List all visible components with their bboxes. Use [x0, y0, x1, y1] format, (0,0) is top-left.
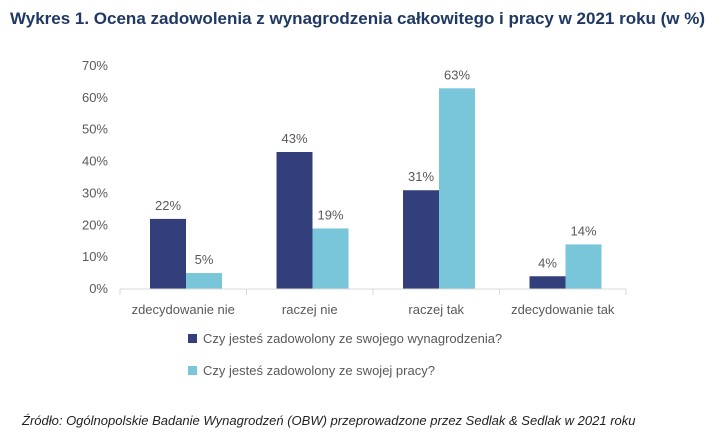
bar-salary-3: [529, 276, 566, 289]
y-tick-label: 50%: [82, 122, 108, 137]
x-category-label: raczej nie: [282, 302, 338, 317]
x-category-label: zdecydowanie nie: [132, 302, 235, 317]
data-label: 14%: [570, 223, 596, 238]
source-note: Źródło: Ogólnopolskie Badanie Wynagrodze…: [22, 413, 636, 428]
data-label: 63%: [444, 67, 470, 82]
bar-salary-0: [150, 218, 186, 289]
bar-job-3: [565, 244, 602, 289]
data-label: 22%: [155, 198, 181, 213]
chart-title: Wykres 1. Ocena zadowolenia z wynagrodze…: [10, 9, 706, 28]
bar-salary-2: [403, 190, 439, 289]
bars-group: 22% 5% 43% 19% 31% 63% 4% 14%: [150, 67, 602, 289]
y-tick-label: 10%: [82, 249, 108, 264]
data-label: 43%: [281, 131, 307, 146]
y-tick-label: 40%: [82, 154, 108, 169]
legend-swatch-job: [188, 366, 197, 375]
y-tick-label: 70%: [82, 58, 108, 73]
y-axis: 0% 10% 20% 30% 40% 50% 60% 70%: [82, 58, 108, 296]
data-label: 31%: [408, 169, 434, 184]
y-tick-label: 30%: [82, 185, 108, 200]
legend-item-job: Czy jesteś zadowolony ze swojej pracy?: [188, 363, 502, 378]
legend-label-job: Czy jesteś zadowolony ze swojej pracy?: [203, 363, 435, 378]
bar-salary-1: [276, 152, 313, 289]
data-label: 5%: [195, 252, 214, 267]
legend-label-salary: Czy jesteś zadowolony ze swojego wynagro…: [203, 331, 503, 346]
y-tick-label: 0%: [89, 281, 108, 296]
bar-chart: 0% 10% 20% 30% 40% 50% 60% 70% 22% 5% 43% 19% 31% 63…: [82, 58, 627, 317]
y-tick-label: 60%: [82, 90, 108, 105]
legend-item-salary: Czy jesteś zadowolony ze swojego wynagro…: [188, 331, 502, 346]
legend: Czy jesteś zadowolony ze swojego wynagro…: [188, 331, 502, 395]
x-axis: zdecydowanie nie raczej nie raczej tak zdec…: [119, 288, 627, 317]
data-label: 19%: [317, 207, 343, 222]
data-label: 4%: [538, 255, 557, 270]
bar-job-2: [439, 88, 475, 289]
bar-job-1: [312, 228, 349, 289]
legend-swatch-salary: [188, 334, 197, 343]
bar-job-0: [186, 273, 222, 289]
x-category-label: zdecydowanie tak: [511, 302, 615, 317]
y-tick-label: 20%: [82, 217, 108, 232]
x-category-label: raczej tak: [408, 302, 464, 317]
